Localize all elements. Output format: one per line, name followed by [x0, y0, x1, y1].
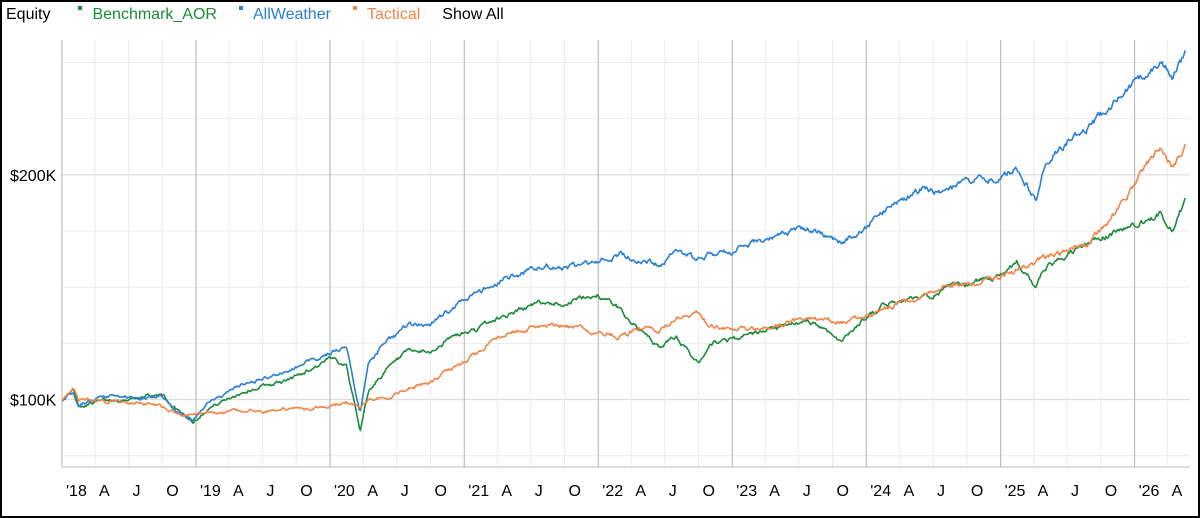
- x-tick-label: A: [233, 483, 244, 500]
- x-tick-label: O: [569, 483, 581, 500]
- x-tick-label: J: [266, 483, 274, 500]
- x-tick-label: A: [769, 483, 780, 500]
- x-tick-label: A: [99, 483, 110, 500]
- series-lines: [61, 50, 1186, 432]
- series-line-tactical: [61, 143, 1186, 418]
- legend-swatch-allweather: [238, 6, 243, 10]
- grid-lines: [61, 40, 1190, 467]
- legend: Equity Benchmark_AOR AllWeather Tactical…: [6, 5, 504, 25]
- x-tick-label: O: [1105, 483, 1117, 500]
- legend-swatch-benchmark-aor: [78, 6, 83, 10]
- x-tick-label: '20: [334, 483, 355, 500]
- x-tick-label: '19: [200, 483, 221, 500]
- legend-item-allweather[interactable]: AllWeather: [238, 6, 331, 24]
- x-tick-label: J: [937, 483, 945, 500]
- legend-title: Equity: [6, 6, 51, 23]
- x-tick-label: O: [971, 483, 983, 500]
- x-tick-label: A: [501, 483, 512, 500]
- x-tick-label: '18: [66, 483, 87, 500]
- x-tick-label: '25: [1005, 483, 1026, 500]
- x-tick-label: '21: [468, 483, 489, 500]
- x-tick-label: J: [535, 483, 543, 500]
- show-all-button[interactable]: Show All: [442, 6, 504, 23]
- axes: $100K $200K '18 A J O '19 A J O '20 A J O '21 A J O '22 A J O…: [10, 168, 1190, 500]
- x-tick-label: J: [1071, 483, 1079, 500]
- legend-swatch-tactical: [352, 6, 357, 10]
- y-tick-label: $200K: [10, 168, 57, 185]
- legend-label-benchmark-aor: Benchmark_AOR: [92, 6, 217, 23]
- x-tick-label: J: [401, 483, 409, 500]
- legend-label-allweather: AllWeather: [252, 6, 331, 23]
- x-tick-label: A: [1172, 483, 1183, 500]
- x-tick-label: '22: [602, 483, 623, 500]
- x-tick-label: A: [1038, 483, 1049, 500]
- x-tick-label: A: [904, 483, 915, 500]
- x-tick-label: J: [803, 483, 811, 500]
- x-tick-label: '26: [1139, 483, 1160, 500]
- series-line-allweather: [61, 50, 1186, 422]
- x-tick-label: O: [166, 483, 178, 500]
- legend-item-tactical[interactable]: Tactical: [352, 6, 421, 24]
- x-tick-label: '23: [736, 483, 757, 500]
- x-tick-label: O: [300, 483, 312, 500]
- x-tick-label: '24: [870, 483, 891, 500]
- x-tick-label: A: [635, 483, 646, 500]
- legend-item-benchmark-aor[interactable]: Benchmark_AOR: [78, 6, 217, 24]
- y-tick-label: $100K: [10, 393, 57, 410]
- x-tick-label: O: [435, 483, 447, 500]
- x-tick-label: O: [836, 483, 848, 500]
- legend-label-tactical: Tactical: [366, 6, 421, 23]
- x-tick-label: J: [132, 483, 140, 500]
- series-line-benchmark-aor: [61, 197, 1186, 432]
- x-tick-label: O: [702, 483, 714, 500]
- x-tick-label: A: [367, 483, 378, 500]
- x-tick-label: J: [669, 483, 677, 500]
